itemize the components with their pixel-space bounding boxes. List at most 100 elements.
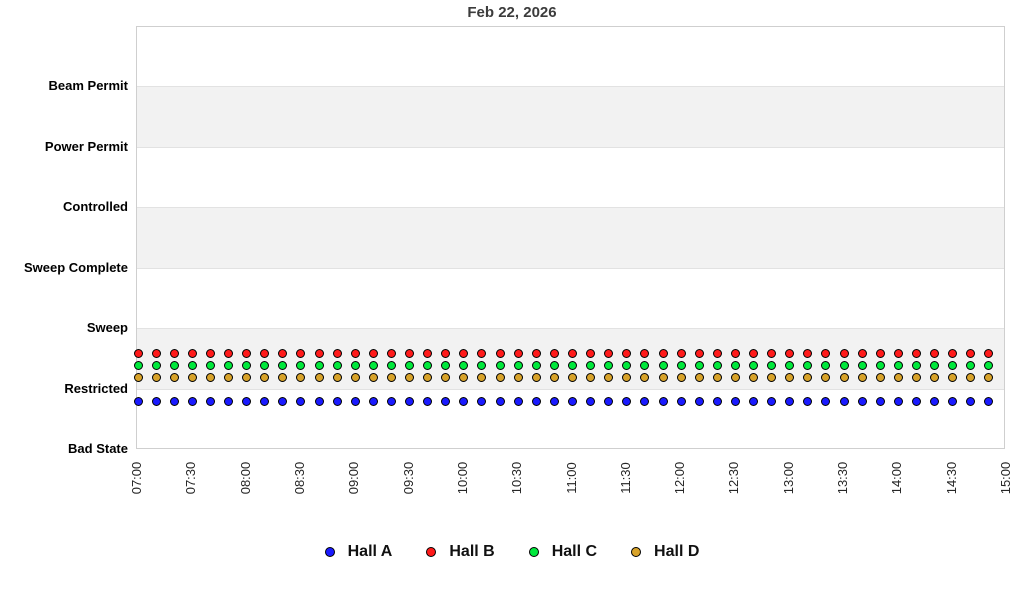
data-point-hall-d [622,372,632,382]
data-point-hall-b [694,348,704,358]
data-point-hall-d [966,372,976,382]
data-point-hall-b [730,348,740,358]
x-tick-label: 14:30 [943,461,959,495]
plot-band [137,207,1004,269]
data-point-hall-c [604,360,614,370]
data-point-hall-c [568,360,577,370]
data-point-hall-d [586,372,596,382]
data-point-hall-c [151,360,161,370]
x-tick-label: 08:00 [237,461,253,495]
x-tick-label: 07:00 [129,461,144,495]
data-point-hall-b [966,348,976,358]
data-point-hall-a [658,397,668,407]
legend-item-hall-d: Hall D [631,543,699,561]
data-point-hall-d [513,372,523,382]
data-point-hall-b [749,348,759,358]
data-point-hall-c [205,360,215,370]
data-point-hall-b [948,348,958,358]
data-point-hall-b [205,348,215,358]
data-point-hall-b [911,348,921,358]
data-point-hall-d [694,372,704,382]
data-point-hall-d [984,372,994,382]
data-point-hall-c [531,360,541,370]
data-point-hall-b [821,348,831,358]
plot-band [137,388,1004,450]
data-point-hall-d [133,372,143,382]
x-tick-label: 07:30 [183,461,199,495]
data-point-hall-b [151,348,161,358]
data-point-hall-b [857,348,867,358]
data-point-hall-c [803,360,813,370]
data-point-hall-a [531,397,541,407]
data-point-hall-b [712,348,722,358]
data-point-hall-b [314,348,324,358]
data-point-hall-a [568,397,577,407]
data-point-hall-c [278,360,288,370]
legend-label: Hall A [347,543,393,560]
data-point-hall-b [531,348,541,358]
data-point-hall-b [133,348,143,358]
x-tick-label: 15:00 [998,461,1013,495]
data-point-hall-c [857,360,867,370]
data-point-hall-a [169,397,179,407]
data-point-hall-a [730,397,740,407]
data-point-hall-d [767,372,777,382]
data-point-hall-b [658,348,668,358]
data-point-hall-a [694,397,704,407]
plot-band [137,27,1004,87]
data-point-hall-b [242,348,252,358]
data-point-hall-a [749,397,759,407]
data-point-hall-d [803,372,813,382]
data-point-hall-c [242,360,252,370]
data-point-hall-c [694,360,704,370]
data-point-hall-c [405,360,415,370]
data-point-hall-c [622,360,632,370]
data-point-hall-b [640,348,650,358]
data-point-hall-b [893,348,903,358]
data-point-hall-a [948,397,958,407]
data-point-hall-c [441,360,451,370]
data-point-hall-a [350,397,360,407]
data-point-hall-a [857,397,867,407]
data-point-hall-d [296,372,306,382]
data-point-hall-a [151,397,161,407]
data-point-hall-c [495,360,505,370]
data-point-hall-d [224,372,234,382]
y-tick-label: Sweep [86,320,128,336]
data-point-hall-c [296,360,306,370]
data-point-hall-a [839,397,849,407]
legend-item-hall-c: Hall C [528,543,597,561]
legend-label: Hall B [449,543,495,560]
data-point-hall-c [658,360,668,370]
x-tick-label: 10:30 [509,461,525,495]
x-tick-label: 08:30 [291,461,307,495]
data-point-hall-c [875,360,885,370]
data-point-hall-b [296,348,306,358]
data-point-hall-a [712,397,722,407]
x-tick-label: 12:00 [672,461,688,495]
x-tick-label: 09:00 [346,461,362,495]
data-point-hall-a [821,397,831,407]
data-point-hall-d [169,372,179,382]
data-point-hall-b [586,348,596,358]
data-point-hall-c [423,360,433,370]
legend-swatch-hall-c [528,547,539,557]
data-point-hall-d [930,372,940,382]
y-tick-label: Sweep Complete [23,259,128,275]
data-point-hall-d [948,372,958,382]
data-point-hall-a [260,397,270,407]
data-point-hall-c [767,360,777,370]
data-point-hall-d [187,372,197,382]
data-point-hall-d [549,372,559,382]
legend-swatch-hall-d [631,547,642,557]
data-point-hall-a [893,397,903,407]
data-point-hall-a [513,397,523,407]
data-point-hall-c [314,360,324,370]
data-point-hall-c [839,360,849,370]
plot-band [137,267,1004,329]
data-point-hall-c [730,360,740,370]
data-point-hall-c [133,360,143,370]
data-point-hall-b [622,348,632,358]
data-point-hall-a [875,397,885,407]
